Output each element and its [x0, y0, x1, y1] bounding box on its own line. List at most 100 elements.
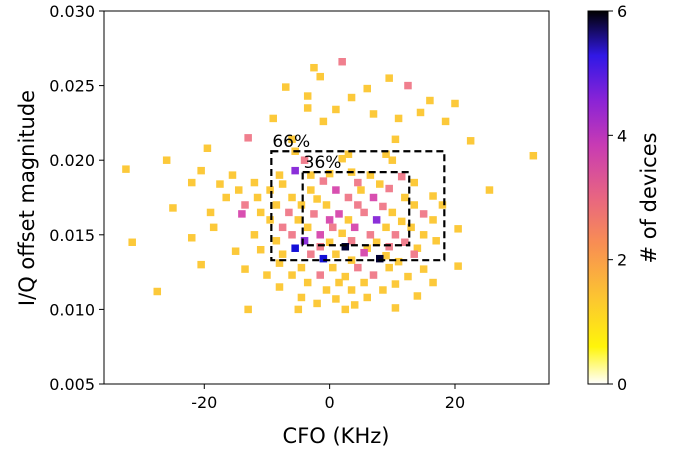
heatmap-cell [416, 108, 425, 117]
heatmap-cell [354, 178, 362, 187]
heatmap-cell [244, 305, 252, 314]
heatmap-cell [360, 278, 368, 287]
heatmap-cell [391, 280, 400, 288]
heatmap-cell [338, 229, 346, 238]
annotation-label: 36% [304, 153, 342, 173]
heatmap-cell [404, 272, 412, 281]
heatmap-cell [329, 223, 337, 232]
annotations: 66%36% [270, 132, 446, 262]
heatmap-cell [410, 178, 419, 187]
heatmap-cell [332, 105, 340, 114]
heatmap-cell [250, 231, 259, 239]
heatmap-cell [244, 134, 252, 142]
heatmap-cell [316, 231, 324, 239]
colorbar: 0 2 4 6 # of devices [587, 2, 661, 394]
heatmap-cell [429, 278, 437, 287]
heatmap-cell [366, 171, 375, 179]
x-tick-label: 0 [325, 393, 335, 412]
heatmap-cell [303, 278, 312, 287]
y-tick-label: 0.020 [49, 151, 95, 170]
heatmap-cell [529, 151, 538, 160]
heatmap-cell [325, 216, 334, 224]
heatmap-cell [451, 99, 459, 108]
heatmap-cell [228, 171, 237, 179]
heatmap-cell [278, 250, 287, 258]
heatmap-cell [263, 271, 271, 279]
heatmap-cell [313, 195, 321, 203]
heatmap-cell [341, 305, 350, 314]
heatmap-cell [325, 238, 334, 246]
heatmap-cell [404, 81, 412, 90]
heatmap-cell [300, 156, 309, 164]
colorbar-tick-label: 6 [617, 2, 627, 21]
heatmap-cell [413, 244, 422, 252]
heatmap-cell [410, 201, 419, 209]
heatmap-cell [394, 257, 403, 266]
heatmap-cell [288, 135, 296, 144]
heatmap-cell [269, 114, 277, 123]
annotation-box-2 [301, 171, 411, 247]
heatmap-cell [419, 210, 428, 218]
heatmap-cell [338, 154, 346, 163]
y-tick-label: 0.025 [49, 77, 95, 96]
heatmap-cell [466, 137, 475, 145]
heatmap-cell [332, 295, 340, 303]
heatmap-cell [413, 292, 422, 300]
heatmap-cell [332, 250, 340, 258]
heatmap-cell [162, 156, 171, 164]
heatmap-cell [485, 186, 494, 194]
heatmap-cell [256, 208, 265, 217]
heatmap-cell [266, 216, 274, 224]
heatmap-cell [275, 259, 284, 267]
heatmap-cell [441, 117, 450, 126]
x-axis: -20 0 20 [191, 384, 465, 412]
heatmap-cell [369, 193, 378, 202]
heatmap-cell [369, 271, 378, 279]
heatmap-cell [300, 237, 309, 245]
heatmap-cell [391, 304, 400, 312]
heatmap-cell [319, 254, 328, 263]
heatmap-cell [379, 286, 387, 294]
colorbar-tick-label: 0 [617, 375, 627, 394]
heatmap-cell [429, 192, 437, 200]
x-axis-label: CFO (KHz) [283, 424, 390, 448]
heatmap-cell [432, 237, 440, 245]
heatmap-cell [128, 238, 136, 246]
heatmap-cell [319, 117, 328, 126]
colorbar-tick-label: 4 [617, 126, 627, 145]
heatmap-cell [410, 250, 419, 258]
heatmap-cell [303, 104, 312, 112]
heatmap-cell [288, 271, 296, 279]
heatmap-cell [297, 263, 306, 272]
heatmap-cell [203, 144, 212, 152]
heatmap-cell [275, 283, 284, 291]
heatmap-cell [303, 223, 312, 232]
heatmap-cell [197, 166, 205, 175]
heatmap-cell [307, 186, 315, 194]
heatmap-cell [347, 286, 356, 294]
colorbar-tick-label: 2 [617, 251, 627, 270]
annotation-label: 66% [272, 132, 310, 152]
heatmap-cell [250, 178, 259, 187]
y-tick-label: 0.010 [49, 300, 95, 319]
heatmap-cell [344, 216, 353, 224]
heatmap-cell [187, 178, 196, 187]
heatmap-cell [363, 244, 371, 252]
heatmap-cell [253, 193, 262, 202]
heatmap-cell [335, 210, 343, 218]
heatmap-cell [391, 231, 400, 239]
heatmap-cell [382, 223, 390, 232]
heatmap-cell [325, 169, 334, 178]
heatmap-cell [454, 262, 462, 270]
heatmap-cell [231, 247, 240, 255]
heatmap-cell [310, 210, 318, 218]
heatmap-cell [234, 186, 243, 194]
heatmap-cell [222, 193, 230, 202]
y-axis: 0.005 0.010 0.015 0.020 0.025 0.030 [49, 2, 104, 394]
colorbar-gradient [587, 10, 609, 385]
heatmap-cell [322, 286, 331, 294]
heatmap-cell [316, 72, 324, 81]
heatmap-cells [122, 58, 538, 314]
heatmap-cell [372, 216, 381, 224]
